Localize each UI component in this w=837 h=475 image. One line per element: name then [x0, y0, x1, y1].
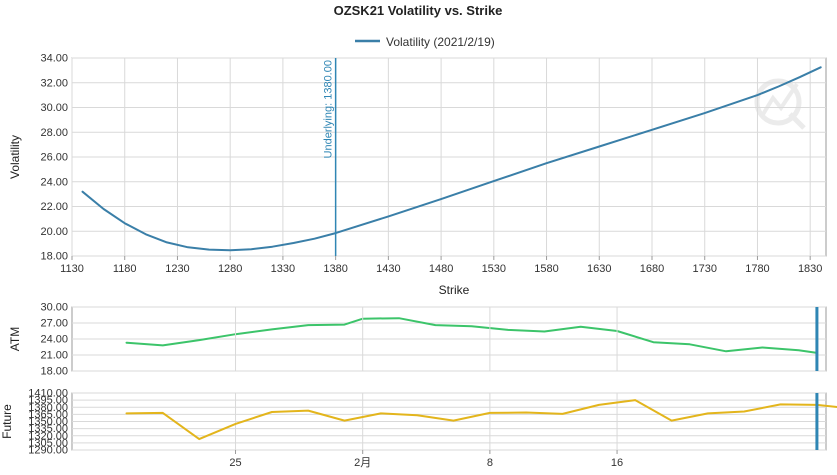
atm-y-tick-label: 18.00: [40, 366, 68, 378]
volatility-y-tick-label: 28.00: [40, 127, 68, 139]
volatility-x-tick-label: 1580: [534, 263, 558, 275]
future-x-tick-label: 8: [487, 457, 493, 469]
future-x-tick-label: 2月: [354, 457, 371, 469]
atm-y-tick-label: 21.00: [40, 350, 68, 362]
volatility-y-axis-label: Volatility: [8, 135, 22, 179]
chart-title: OZSK21 Volatility vs. Strike: [334, 3, 503, 18]
volatility-x-tick-label: 1830: [798, 263, 822, 275]
atm-y-axis-label: ATM: [8, 327, 22, 351]
volatility-x-tick-label: 1430: [376, 263, 400, 275]
future-y-tick-label: 1410.00: [28, 388, 68, 400]
future-x-tick-label: 16: [611, 457, 623, 469]
volatility-x-tick-label: 1330: [271, 263, 295, 275]
volatility-x-tick-label: 1230: [165, 263, 189, 275]
future-x-tick-label: 25: [229, 457, 241, 469]
volatility-y-tick-label: 34.00: [40, 53, 68, 65]
volatility-x-tick-label: 1530: [482, 263, 506, 275]
volatility-x-tick-label: 1780: [745, 263, 769, 275]
volatility-x-tick-label: 1130: [60, 263, 84, 275]
underlying-marker-label: Underlying: 1380.00: [323, 60, 335, 158]
volatility-y-tick-label: 22.00: [40, 201, 68, 213]
volatility-y-tick-label: 32.00: [40, 77, 68, 89]
volatility-x-tick-label: 1280: [218, 263, 242, 275]
future-panel: 1290.001305.001320.001335.001350.001365.…: [0, 388, 837, 470]
atm-panel: 18.00 21.00 24.00 27.00 30.00 ATM: [8, 302, 826, 378]
legend-label-volatility: Volatility (2021/2/19): [386, 35, 495, 49]
volatility-y-tick-label: 24.00: [40, 176, 68, 188]
atm-y-tick-label: 24.00: [40, 334, 68, 346]
watermark-logo-icon: [757, 81, 804, 128]
future-y-axis-label: Future: [0, 404, 14, 439]
volatility-x-tick-label: 1730: [692, 263, 716, 275]
x-axis-label: Strike: [439, 283, 470, 297]
volatility-y-tick-label: 18.00: [40, 251, 68, 263]
legend: Volatility (2021/2/19): [355, 35, 495, 49]
volatility-y-tick-label: 20.00: [40, 226, 68, 238]
atm-y-tick-label: 30.00: [40, 302, 68, 314]
volatility-x-tick-label: 1630: [587, 263, 611, 275]
volatility-x-tick-label: 1380: [323, 263, 347, 275]
volatility-x-tick-label: 1180: [113, 263, 137, 275]
volatility-x-tick-label: 1480: [429, 263, 453, 275]
volatility-x-tick-label: 1680: [640, 263, 664, 275]
volatility-y-tick-label: 26.00: [40, 152, 68, 164]
future-series-line-0: [127, 400, 837, 439]
atm-y-tick-label: 27.00: [40, 318, 68, 330]
volatility-panel: 18.00 20.00 22.00 24.00 26.00 28.00 30.00 32.00…: [8, 53, 826, 298]
volatility-y-tick-label: 30.00: [40, 102, 68, 114]
volatility-series-line-0: [83, 67, 821, 250]
